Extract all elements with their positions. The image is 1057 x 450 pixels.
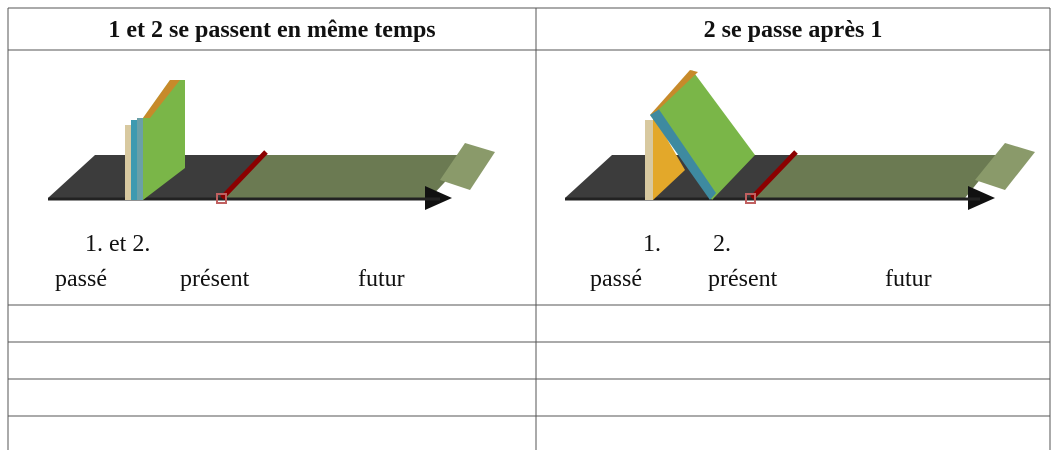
column-header: 2 se passe après 1 <box>704 17 883 43</box>
timeline-diagram <box>565 70 1035 210</box>
timeline-label: futur <box>358 266 405 292</box>
event-label: 1. <box>643 231 661 257</box>
column-header: 1 et 2 se passent en même temps <box>108 17 435 43</box>
timeline-label: présent <box>180 266 250 292</box>
timeline-label: futur <box>885 266 932 292</box>
timeline-label: passé <box>590 266 642 292</box>
event-label: 2. <box>713 231 731 257</box>
table-grid <box>7 7 1051 450</box>
timeline-label: passé <box>55 266 107 292</box>
timeline-label: présent <box>708 266 778 292</box>
event-label: 1. et 2. <box>85 231 150 257</box>
timeline-diagram <box>48 80 495 210</box>
